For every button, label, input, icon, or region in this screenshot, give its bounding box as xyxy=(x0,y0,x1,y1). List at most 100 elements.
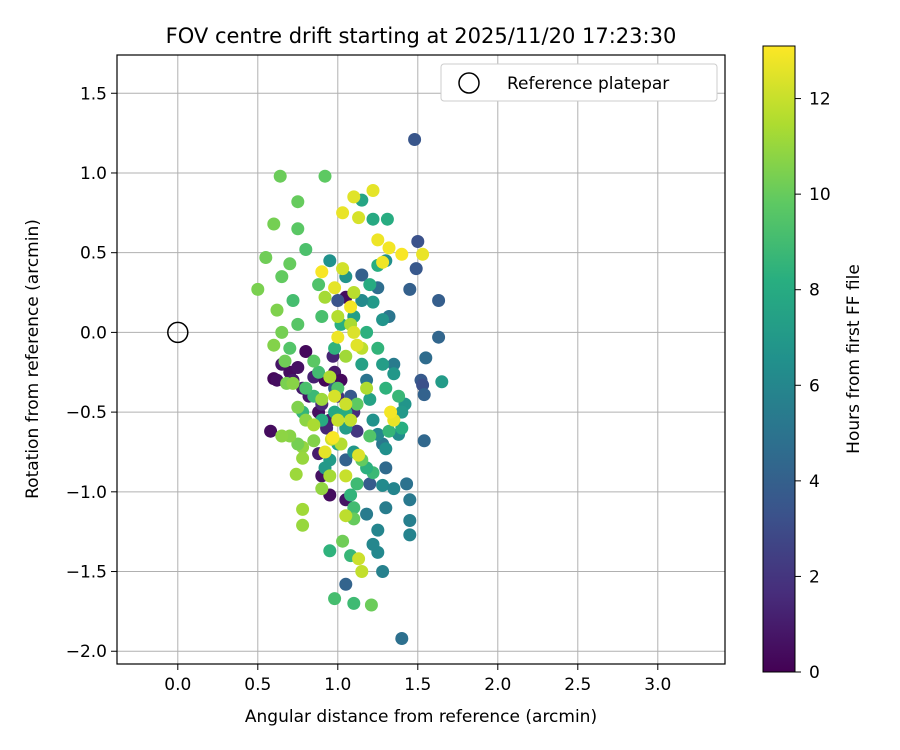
data-point xyxy=(275,429,289,443)
data-point xyxy=(432,330,446,344)
colorbar-tick-label: 6 xyxy=(809,376,820,396)
data-point xyxy=(380,212,394,226)
data-point xyxy=(307,418,321,432)
data-point xyxy=(403,282,417,296)
data-point xyxy=(350,338,364,352)
data-point xyxy=(347,596,361,610)
data-point xyxy=(323,254,337,268)
data-point xyxy=(352,211,366,225)
data-point xyxy=(344,300,358,314)
colorbar-label: Hours from first FF file xyxy=(844,264,864,454)
colorbar-tick-label: 12 xyxy=(809,90,831,110)
data-point xyxy=(344,413,358,427)
data-point xyxy=(376,357,390,371)
colorbar-ticks: 0 2 4 6 8 10 12 xyxy=(795,90,831,683)
data-point xyxy=(278,354,292,368)
x-tick-label: 3.0 xyxy=(644,675,671,695)
y-axis-label: Rotation from reference (arcmin) xyxy=(23,219,43,499)
data-point xyxy=(291,437,305,451)
data-point xyxy=(336,206,350,220)
data-point xyxy=(315,392,329,406)
y-tick-label: −0.5 xyxy=(66,403,107,423)
data-point xyxy=(312,365,326,379)
colorbar: 0 2 4 6 8 10 12 Hours from first FF file xyxy=(762,45,864,683)
data-point xyxy=(286,294,300,307)
data-point xyxy=(267,217,281,231)
data-point xyxy=(376,313,390,327)
data-point xyxy=(387,357,401,371)
colorbar-tick-label: 10 xyxy=(809,185,831,205)
data-point xyxy=(352,448,366,462)
x-axis-ticks: 0.0 0.5 1.0 1.5 2.0 2.5 3.0 xyxy=(164,664,671,695)
data-point xyxy=(318,445,332,459)
reference-platepar-marker xyxy=(167,321,189,344)
data-point xyxy=(283,257,297,271)
data-point xyxy=(366,295,380,309)
data-point xyxy=(435,375,449,389)
data-point xyxy=(360,507,374,521)
data-point xyxy=(360,325,374,339)
data-point xyxy=(350,424,364,438)
y-tick-label: 1.0 xyxy=(80,164,107,184)
data-point xyxy=(395,405,409,419)
data-point xyxy=(264,424,278,438)
data-point xyxy=(323,469,337,483)
data-point xyxy=(371,341,385,355)
data-point xyxy=(355,357,369,371)
y-tick-label: 0.0 xyxy=(80,323,107,343)
data-point xyxy=(395,247,409,261)
data-point xyxy=(363,477,377,491)
data-point xyxy=(379,442,393,456)
data-point xyxy=(347,286,361,299)
data-point xyxy=(376,255,390,269)
data-point xyxy=(299,243,313,256)
colorbar-tick-label: 2 xyxy=(809,567,820,587)
x-axis-label: Angular distance from reference (arcmin) xyxy=(245,707,597,727)
data-point xyxy=(379,461,393,475)
colorbar-tick-label: 4 xyxy=(809,472,820,492)
data-point xyxy=(259,251,273,264)
data-point xyxy=(291,361,305,374)
data-point xyxy=(275,270,289,284)
x-tick-label: 0.5 xyxy=(244,675,271,695)
data-point xyxy=(379,501,393,515)
data-point xyxy=(283,341,297,355)
legend-entry-reference-platepar: Reference platepar xyxy=(507,74,669,94)
data-point xyxy=(331,413,345,427)
data-point xyxy=(416,378,430,392)
data-point xyxy=(395,421,409,435)
data-point xyxy=(315,482,329,496)
data-point xyxy=(339,397,353,411)
data-point xyxy=(273,169,287,183)
data-point xyxy=(419,351,433,365)
x-tick-label: 2.0 xyxy=(484,675,511,695)
data-point xyxy=(371,523,385,537)
data-point xyxy=(355,268,369,282)
data-point xyxy=(376,478,390,492)
data-point xyxy=(291,400,305,414)
data-point xyxy=(417,434,431,448)
data-point xyxy=(403,528,417,542)
data-point xyxy=(382,241,396,255)
plot-frame xyxy=(116,54,726,665)
data-point xyxy=(400,477,414,491)
data-point xyxy=(387,482,401,496)
data-point xyxy=(387,367,401,381)
y-tick-label: −1.5 xyxy=(66,563,107,583)
y-tick-label: 0.5 xyxy=(80,244,107,264)
data-point xyxy=(339,577,353,591)
data-point xyxy=(371,233,385,247)
y-tick-label: −2.0 xyxy=(66,642,107,662)
x-tick-label: 0.0 xyxy=(164,675,191,695)
data-point xyxy=(432,294,446,307)
data-point xyxy=(411,235,425,248)
data-point xyxy=(307,354,321,368)
data-point xyxy=(384,405,398,419)
data-point xyxy=(366,537,380,551)
data-point xyxy=(364,598,378,612)
data-points xyxy=(251,133,449,645)
data-point xyxy=(296,502,310,516)
data-point xyxy=(376,565,390,578)
data-point xyxy=(336,534,350,548)
